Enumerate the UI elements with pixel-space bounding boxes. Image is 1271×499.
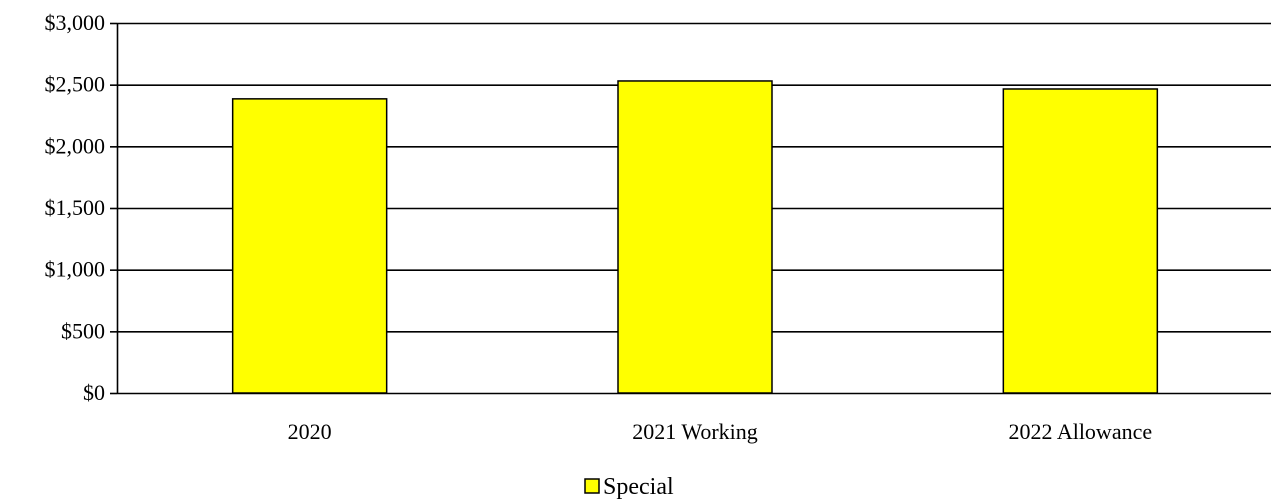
legend-swatch-special [584, 478, 600, 494]
y-tick-label: $1,000 [45, 257, 106, 282]
bar-2020 [231, 98, 388, 394]
bar-2021-working [617, 80, 773, 394]
y-tick-label: $1,500 [45, 195, 106, 220]
x-axis-tick-labels: 2020 2021 Working 2022 Allowance [288, 419, 1152, 444]
legend-label-special: Special [603, 474, 674, 499]
x-tick-label: 2022 Allowance [1009, 419, 1153, 444]
y-axis-tick-labels: $0 $500 $1,000 $1,500 $2,000 $2,500 $3,000 [45, 10, 106, 405]
y-tick-label: $3,000 [45, 10, 106, 35]
axes [110, 22, 1271, 395]
y-tick-label: $500 [61, 318, 105, 343]
x-tick-label: 2021 Working [632, 419, 758, 444]
legend: Special [584, 474, 674, 499]
x-tick-label: 2020 [288, 419, 332, 444]
bars [231, 80, 1159, 394]
bar-2022-allowance [1002, 88, 1159, 394]
y-tick-label: $2,500 [45, 72, 106, 97]
y-tick-label: $0 [83, 380, 105, 405]
y-tick-label: $2,000 [45, 133, 106, 158]
